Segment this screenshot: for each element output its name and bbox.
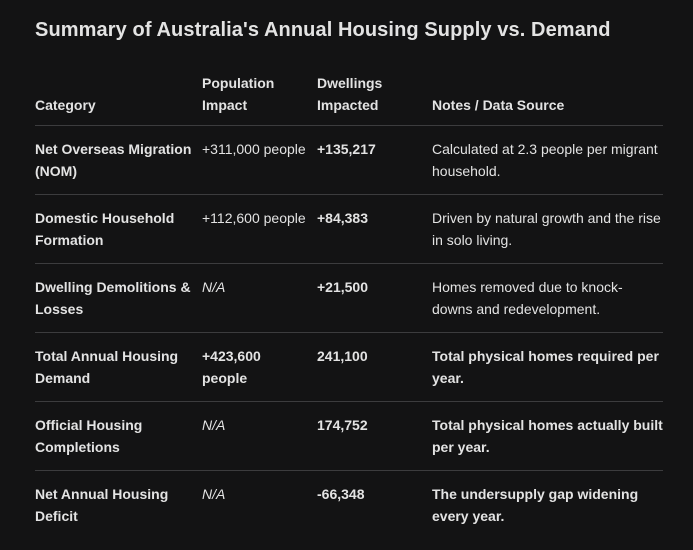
row-dwellings-impacted: -66,348	[317, 486, 365, 502]
row-population-impact: N/A	[202, 263, 317, 333]
housing-summary-table: Category Population Impact Dwellings Imp…	[35, 72, 663, 539]
row-notes: Total physical homes required per year.	[432, 332, 663, 402]
row-notes: Total physical homes actually built per …	[432, 401, 663, 471]
row-population-impact: +112,600 people	[202, 194, 317, 264]
row-dwellings-impacted: 174,752	[317, 401, 432, 471]
row-dwellings-impacted: +21,500	[317, 263, 432, 333]
row-category: Total Annual Housing Demand	[35, 332, 202, 402]
table-row: Total Annual Housing Demand +423,600 peo…	[35, 332, 663, 402]
row-category: Dwelling Demolitions & Losses	[35, 263, 202, 333]
table-row: Official Housing Completions N/A 174,752…	[35, 401, 663, 471]
row-notes: Driven by natural growth and the rise in…	[432, 194, 663, 264]
row-population-impact: +311,000 people	[202, 125, 317, 195]
row-population-impact: N/A	[202, 401, 317, 471]
row-category: Net Annual Housing Deficit	[35, 486, 169, 524]
table-row: Net Overseas Migration (NOM) +311,000 pe…	[35, 125, 663, 195]
header-dwellings-impacted: Dwellings Impacted	[317, 72, 432, 126]
table-row: Dwelling Demolitions & Losses N/A +21,50…	[35, 263, 663, 333]
header-population-impact: Population Impact	[202, 72, 317, 126]
row-dwellings-impacted: +84,383	[317, 194, 432, 264]
row-dwellings-impacted: +135,217	[317, 125, 432, 195]
table-row: Domestic Household Formation +112,600 pe…	[35, 194, 663, 264]
row-notes: Calculated at 2.3 people per migrant hou…	[432, 125, 663, 195]
row-notes: Homes removed due to knock-downs and red…	[432, 263, 663, 333]
row-category: Net Overseas Migration (NOM)	[35, 125, 202, 195]
header-notes: Notes / Data Source	[432, 72, 663, 126]
row-category: Official Housing Completions	[35, 401, 202, 471]
table-row: Net Annual Housing Deficit N/A -66,348 T…	[35, 471, 663, 540]
page-title: Summary of Australia's Annual Housing Su…	[35, 19, 611, 41]
row-category: Domestic Household Formation	[35, 194, 202, 264]
row-dwellings-impacted: 241,100	[317, 332, 432, 402]
header-category: Category	[35, 72, 202, 126]
row-notes: The undersupply gap widening every year.	[432, 486, 639, 524]
row-population-impact: N/A	[202, 486, 226, 502]
row-population-impact: +423,600 people	[202, 332, 317, 402]
table-header-row: Category Population Impact Dwellings Imp…	[35, 72, 663, 126]
